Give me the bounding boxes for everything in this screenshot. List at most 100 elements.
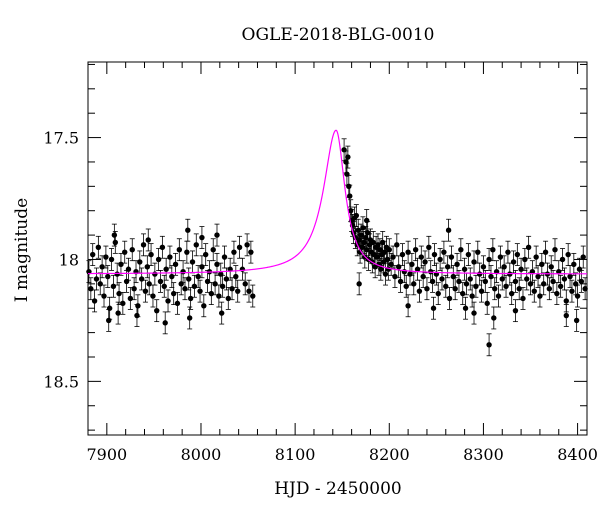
data-point xyxy=(435,282,441,305)
data-marker xyxy=(478,288,485,294)
data-point xyxy=(154,299,160,323)
data-point xyxy=(231,240,237,264)
data-marker xyxy=(157,278,164,285)
data-marker xyxy=(422,259,428,265)
data-point xyxy=(454,252,460,276)
data-point xyxy=(542,240,549,264)
data-point xyxy=(430,296,437,320)
data-point xyxy=(162,311,168,335)
data-marker xyxy=(548,264,554,270)
data-point xyxy=(246,279,252,303)
data-point xyxy=(473,274,479,298)
data-point xyxy=(127,287,134,310)
data-point xyxy=(390,245,396,269)
data-point xyxy=(399,243,406,266)
data-marker xyxy=(111,232,118,238)
data-point xyxy=(422,250,428,274)
data-marker xyxy=(486,342,492,348)
data-point xyxy=(125,257,132,281)
data-point xyxy=(571,252,577,276)
data-marker xyxy=(552,247,558,253)
data-marker xyxy=(129,247,135,253)
data-marker xyxy=(405,303,411,309)
data-marker xyxy=(216,293,222,299)
data-point xyxy=(439,267,445,291)
data-marker xyxy=(346,183,352,190)
data-marker xyxy=(516,286,522,292)
data-marker xyxy=(542,249,549,255)
data-marker xyxy=(418,254,424,260)
data-marker xyxy=(199,264,205,270)
data-marker xyxy=(437,256,443,263)
data-point xyxy=(353,204,360,227)
data-marker xyxy=(108,256,115,263)
data-point xyxy=(221,245,228,269)
data-point xyxy=(201,294,207,318)
data-marker xyxy=(381,249,388,255)
data-marker xyxy=(445,227,452,233)
data-point xyxy=(486,333,492,357)
data-marker xyxy=(210,247,216,253)
data-marker xyxy=(231,249,237,255)
data-point xyxy=(411,272,417,296)
major-ticks xyxy=(88,62,587,435)
data-marker xyxy=(429,278,436,285)
data-marker xyxy=(233,273,239,280)
data-point xyxy=(244,233,250,257)
data-point xyxy=(106,296,113,320)
data-marker xyxy=(106,305,113,311)
data-marker xyxy=(559,256,566,263)
data-marker xyxy=(546,286,553,292)
data-marker xyxy=(452,286,458,292)
data-point xyxy=(535,265,541,288)
data-marker xyxy=(476,271,483,277)
data-point xyxy=(345,145,351,169)
data-point xyxy=(465,243,472,266)
data-point xyxy=(386,238,392,262)
data-point xyxy=(524,267,530,291)
data-point xyxy=(405,240,411,264)
data-marker xyxy=(557,283,564,289)
data-point xyxy=(443,274,449,298)
data-marker xyxy=(569,288,575,294)
data-point xyxy=(197,279,203,303)
y-tick-label: 17.5 xyxy=(43,129,79,148)
data-marker xyxy=(154,307,160,314)
data-marker xyxy=(162,320,168,326)
data-marker xyxy=(214,261,220,268)
data-marker xyxy=(492,286,498,292)
data-marker xyxy=(490,247,496,253)
data-marker xyxy=(424,286,430,292)
data-point xyxy=(150,284,156,308)
data-point xyxy=(101,284,107,308)
data-marker xyxy=(161,283,167,289)
data-point xyxy=(134,304,140,327)
data-marker xyxy=(185,227,191,233)
data-point xyxy=(140,233,147,257)
data-marker xyxy=(186,315,193,321)
y-tick-label: 18 xyxy=(59,250,79,269)
data-marker xyxy=(467,276,473,282)
data-point xyxy=(491,306,497,330)
data-point xyxy=(497,245,504,269)
data-point xyxy=(461,257,468,281)
data-marker xyxy=(512,307,519,314)
data-point xyxy=(462,296,469,320)
data-marker xyxy=(229,286,235,292)
data-point xyxy=(514,243,521,266)
data-point xyxy=(412,238,419,262)
data-marker xyxy=(508,290,515,297)
data-marker xyxy=(115,310,121,316)
model-curve xyxy=(88,129,587,275)
data-marker xyxy=(539,261,545,268)
data-marker xyxy=(248,249,254,255)
data-point xyxy=(573,309,580,332)
data-marker xyxy=(580,254,586,260)
data-point xyxy=(582,277,588,301)
data-point xyxy=(148,243,154,266)
data-marker xyxy=(473,283,479,289)
data-marker xyxy=(236,244,243,250)
data-marker xyxy=(191,283,198,289)
data-marker xyxy=(201,303,207,309)
data-marker xyxy=(561,276,568,282)
